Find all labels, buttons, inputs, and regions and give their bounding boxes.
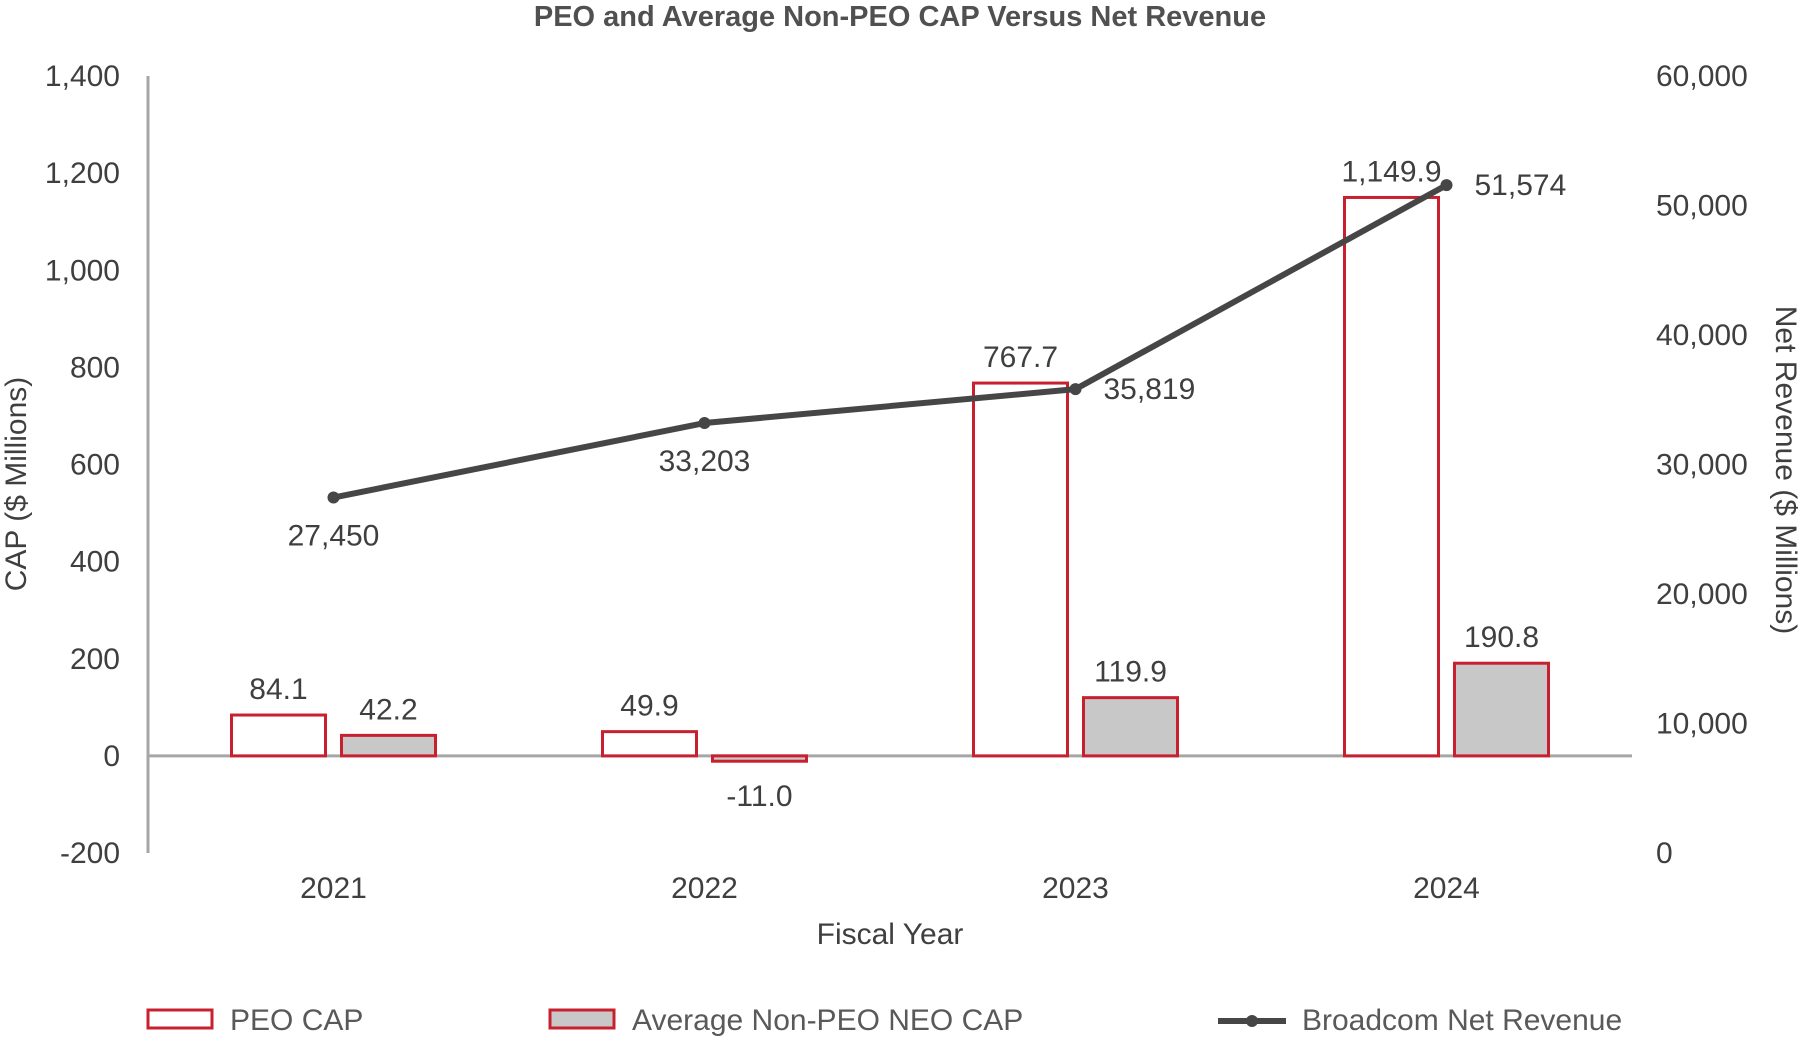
- bar-non-peo-cap: [1082, 696, 1179, 758]
- y-tick-label: 1,000: [45, 254, 120, 287]
- legend-label-non-peo-cap: Average Non-PEO NEO CAP: [632, 1004, 1023, 1037]
- label-net-revenue: 35,819: [1104, 373, 1196, 406]
- bar-non-peo-cap: [711, 754, 808, 763]
- y-axis-label: CAP ($ Millions): [0, 377, 33, 592]
- legend-swatch-peo-cap: [146, 1008, 214, 1030]
- x-tick-label: 2023: [1042, 872, 1109, 905]
- y-tick-label: 400: [70, 546, 120, 579]
- y2-tick-label: 10,000: [1656, 708, 1748, 741]
- label-net-revenue: 33,203: [659, 445, 751, 478]
- y2-tick-label: 60,000: [1656, 60, 1748, 93]
- x-tick-label: 2024: [1413, 872, 1480, 905]
- bar-non-peo-cap: [1453, 661, 1550, 758]
- data-labels: 84.1 49.9 767.7 1,149.9 42.2 -11.0 119.9 190.8 2…: [249, 155, 1566, 812]
- legend-swatch-non-peo-cap: [548, 1008, 616, 1030]
- label-non-peo-cap: -11.0: [726, 780, 792, 813]
- legend-item-peo-cap: PEO CAP: [146, 1004, 363, 1037]
- bar-peo-cap: [972, 381, 1069, 758]
- label-peo-cap: 1,149.9: [1341, 155, 1441, 188]
- revenue-point: [1069, 383, 1082, 396]
- legend-label-peo-cap: PEO CAP: [230, 1004, 363, 1037]
- label-net-revenue: 27,450: [288, 520, 380, 553]
- legend: PEO CAP Average Non-PEO NEO CAP Broadcom…: [146, 1004, 1622, 1037]
- y-tick-label: 1,200: [45, 157, 120, 190]
- y2-tick-label: 0: [1656, 837, 1673, 870]
- y2-tick-label: 50,000: [1656, 190, 1748, 223]
- y-axis-ticks: -200 0 200 400 600 800 1,000 1,200 1,400: [45, 60, 120, 870]
- legend-label-net-revenue: Broadcom Net Revenue: [1302, 1004, 1622, 1037]
- bars: [230, 195, 1550, 763]
- label-non-peo-cap: 119.9: [1094, 656, 1167, 689]
- label-net-revenue: 51,574: [1475, 169, 1567, 202]
- label-peo-cap: 767.7: [983, 341, 1058, 374]
- label-peo-cap: 49.9: [620, 690, 678, 723]
- legend-item-non-peo-cap: Average Non-PEO NEO CAP: [548, 1004, 1023, 1037]
- y-tick-label: 0: [103, 740, 120, 773]
- y2-tick-label: 20,000: [1656, 578, 1748, 611]
- legend-item-net-revenue: Broadcom Net Revenue: [1218, 1004, 1622, 1037]
- label-non-peo-cap: 42.2: [359, 693, 417, 726]
- y-tick-label: 600: [70, 449, 120, 482]
- x-axis-label: Fiscal Year: [817, 918, 964, 951]
- revenue-line: [332, 182, 1448, 501]
- revenue-line-series: [327, 179, 1453, 504]
- bar-peo-cap: [230, 713, 327, 758]
- revenue-point: [1440, 179, 1453, 192]
- label-non-peo-cap: 190.8: [1464, 621, 1539, 654]
- y-tick-label: 1,400: [45, 60, 120, 93]
- bar-peo-cap: [1343, 195, 1440, 758]
- y2-tick-label: 40,000: [1656, 319, 1748, 352]
- x-tick-label: 2022: [671, 872, 738, 905]
- y2-axis-ticks: 0 10,000 20,000 30,000 40,000 50,000 60,000: [1656, 60, 1748, 870]
- y2-axis-label: Net Revenue ($ Millions): [1769, 306, 1802, 634]
- chart-title: PEO and Average Non-PEO CAP Versus Net R…: [534, 1, 1266, 33]
- bar-non-peo-cap: [340, 733, 437, 758]
- x-axis-ticks: 2021 2022 2023 2024: [300, 872, 1480, 905]
- bar-peo-cap: [601, 730, 698, 758]
- revenue-point: [327, 491, 340, 504]
- y-tick-label: -200: [60, 837, 120, 870]
- y-tick-label: 800: [70, 351, 120, 384]
- y2-tick-label: 30,000: [1656, 449, 1748, 482]
- y-tick-label: 200: [70, 643, 120, 676]
- revenue-point: [698, 417, 711, 430]
- legend-marker-net-revenue: [1246, 1015, 1258, 1027]
- label-peo-cap: 84.1: [249, 673, 307, 706]
- x-tick-label: 2021: [300, 872, 367, 905]
